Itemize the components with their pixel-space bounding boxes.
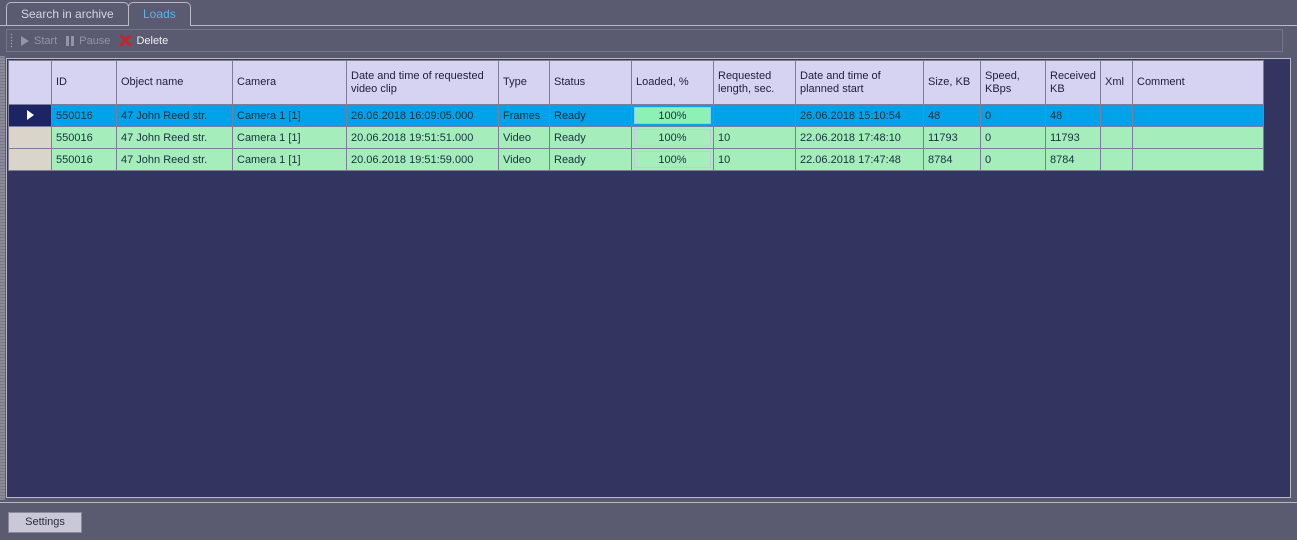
pause-button[interactable]: Pause — [63, 30, 116, 51]
cell-comment — [1132, 148, 1264, 171]
toolbar: Start Pause Delete — [6, 29, 1283, 52]
cell-size: 8784 — [923, 148, 981, 171]
play-icon — [21, 35, 29, 46]
cell-speed: 0 — [980, 104, 1046, 127]
drag-grip-icon[interactable] — [7, 30, 16, 51]
cell-camera: Camera 1 [1] — [232, 148, 347, 171]
cell-planned-start: 22.06.2018 17:47:48 — [795, 148, 924, 171]
delete-button[interactable]: Delete — [116, 30, 174, 51]
cell-xml — [1100, 126, 1133, 149]
cell-camera: Camera 1 [1] — [232, 126, 347, 149]
tab-strip: Search in archive Loads — [0, 0, 1297, 27]
column-header-status[interactable]: Status — [549, 60, 632, 105]
cell-requested-length — [713, 104, 796, 127]
table-row[interactable]: 550016 47 John Reed str. Camera 1 [1] 20… — [8, 148, 1264, 171]
cell-loaded: 100% — [631, 126, 714, 149]
table-header-row: ID Object name Camera Date and time of r… — [8, 60, 1264, 105]
row-selector-cell[interactable] — [8, 126, 52, 149]
cell-object-name: 47 John Reed str. — [116, 148, 233, 171]
cell-requested-length: 10 — [713, 148, 796, 171]
row-selector-cell[interactable] — [8, 104, 52, 127]
cell-speed: 0 — [980, 148, 1046, 171]
progress-bar-label: 100% — [658, 131, 687, 144]
cell-comment — [1132, 126, 1264, 149]
footer-bar: Settings — [0, 502, 1297, 540]
cell-status: Ready — [549, 104, 632, 127]
column-header-camera[interactable]: Camera — [232, 60, 347, 105]
tab-loads-label: Loads — [143, 7, 176, 21]
progress-bar-label: 100% — [658, 153, 687, 166]
column-header-id[interactable]: ID — [51, 60, 117, 105]
loads-table: ID Object name Camera Date and time of r… — [8, 60, 1264, 171]
delete-button-label: Delete — [136, 34, 169, 47]
progress-bar: 100% — [634, 129, 711, 146]
cell-received: 48 — [1045, 104, 1101, 127]
row-selector-arrow-icon — [26, 110, 34, 120]
cell-requested-length: 10 — [713, 126, 796, 149]
cell-status: Ready — [549, 126, 632, 149]
column-header-requested-length[interactable]: Requested length, sec. — [713, 60, 796, 105]
tab-loads[interactable]: Loads — [128, 2, 191, 27]
column-header-planned-start[interactable]: Date and time of planned start — [795, 60, 924, 105]
column-header-size[interactable]: Size, KB — [923, 60, 981, 105]
column-header-loaded[interactable]: Loaded, % — [631, 60, 714, 105]
cell-camera: Camera 1 [1] — [232, 104, 347, 127]
cell-received: 8784 — [1045, 148, 1101, 171]
start-button-label: Start — [34, 34, 58, 47]
cell-requested-date: 26.06.2018 16:09:05.000 — [346, 104, 499, 127]
tab-search-in-archive[interactable]: Search in archive — [6, 2, 129, 26]
pause-button-label: Pause — [79, 34, 111, 47]
column-header-type[interactable]: Type — [498, 60, 550, 105]
cell-type: Frames — [498, 104, 550, 127]
cell-object-name: 47 John Reed str. — [116, 104, 233, 127]
table-row[interactable]: 550016 47 John Reed str. Camera 1 [1] 26… — [8, 104, 1264, 127]
column-header-received[interactable]: Received KB — [1045, 60, 1101, 105]
cell-speed: 0 — [980, 126, 1046, 149]
progress-bar-label: 100% — [658, 109, 687, 122]
cell-object-name: 47 John Reed str. — [116, 126, 233, 149]
cell-planned-start: 22.06.2018 17:48:10 — [795, 126, 924, 149]
cell-size: 48 — [923, 104, 981, 127]
column-header-requested-date[interactable]: Date and time of requested video clip — [346, 60, 499, 105]
cell-loaded: 100% — [631, 148, 714, 171]
cell-requested-date: 20.06.2018 19:51:51.000 — [346, 126, 499, 149]
row-selector-cell[interactable] — [8, 148, 52, 171]
cell-requested-date: 20.06.2018 19:51:59.000 — [346, 148, 499, 171]
cell-status: Ready — [549, 148, 632, 171]
column-header-selector — [8, 60, 52, 105]
column-header-object-name[interactable]: Object name — [116, 60, 233, 105]
cell-id: 550016 — [51, 148, 117, 171]
cell-id: 550016 — [51, 104, 117, 127]
pause-icon — [66, 35, 75, 46]
tab-search-in-archive-label: Search in archive — [21, 7, 114, 21]
column-header-xml[interactable]: Xml — [1100, 60, 1133, 105]
settings-button[interactable]: Settings — [8, 512, 82, 533]
progress-bar: 100% — [634, 151, 711, 168]
cell-loaded: 100% — [631, 104, 714, 127]
column-header-comment[interactable]: Comment — [1132, 60, 1264, 105]
column-header-speed[interactable]: Speed, KBps — [980, 60, 1046, 105]
cell-xml — [1100, 148, 1133, 171]
cell-xml — [1100, 104, 1133, 127]
cell-received: 11793 — [1045, 126, 1101, 149]
table-row[interactable]: 550016 47 John Reed str. Camera 1 [1] 20… — [8, 126, 1264, 149]
cell-planned-start: 26.06.2018 15:10:54 — [795, 104, 924, 127]
start-button[interactable]: Start — [18, 30, 63, 51]
progress-bar: 100% — [634, 107, 711, 124]
loads-grid-panel: ID Object name Camera Date and time of r… — [6, 58, 1291, 498]
cell-comment — [1132, 104, 1264, 127]
cell-size: 11793 — [923, 126, 981, 149]
cell-type: Video — [498, 148, 550, 171]
cell-type: Video — [498, 126, 550, 149]
cell-id: 550016 — [51, 126, 117, 149]
delete-x-icon — [119, 34, 132, 47]
left-splitter-handle[interactable] — [0, 56, 5, 500]
